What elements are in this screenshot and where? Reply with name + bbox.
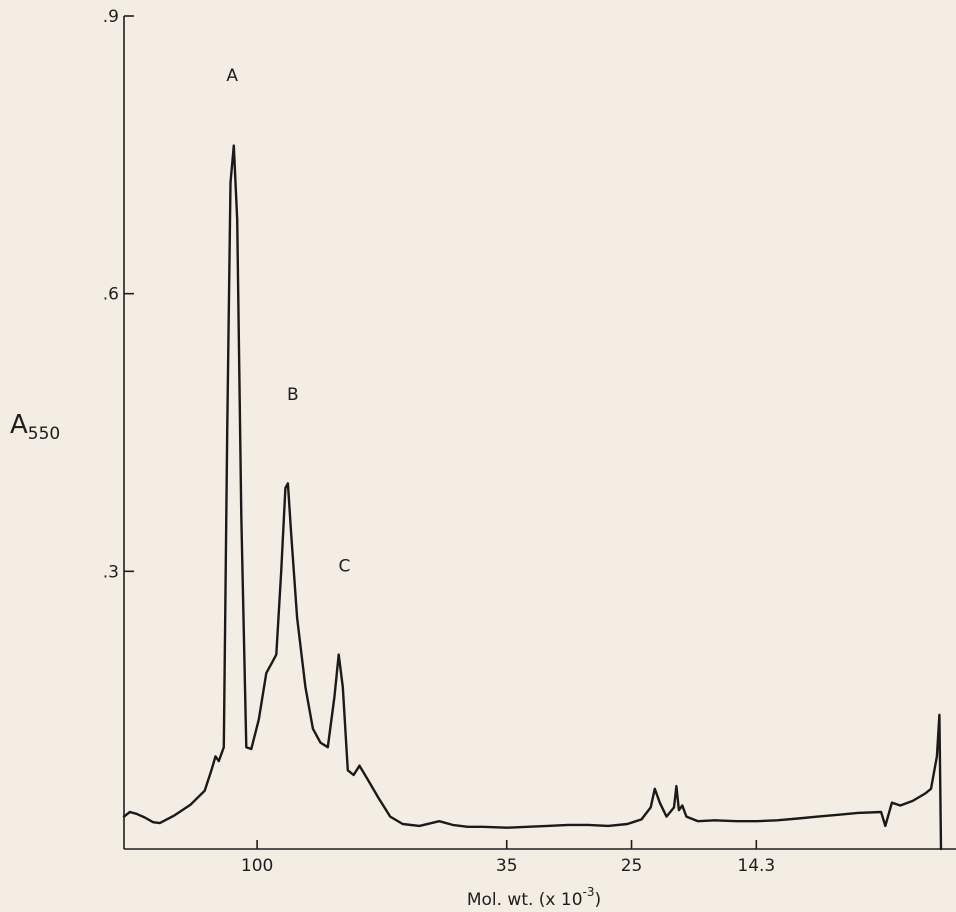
x-tick-label: 14.3 <box>737 856 775 876</box>
x-ticks: 100 35 25 14.3 <box>241 840 775 876</box>
x-axis: 100 35 25 14.3 <box>124 840 956 876</box>
x-axis-label-suffix: ) <box>595 890 602 910</box>
x-tick-label: 35 <box>496 856 518 876</box>
peak-label-b: B <box>287 385 299 405</box>
y-axis-label: A550 <box>10 410 60 444</box>
x-tick-label: 100 <box>241 856 273 876</box>
x-tick-label: 25 <box>621 856 643 876</box>
x-axis-label: Mol. wt. (x 10-3) <box>467 885 601 910</box>
peak-label-c: C <box>339 556 351 576</box>
peak-labels: A B C <box>226 66 350 577</box>
y-axis-label-subscript: 550 <box>28 424 60 444</box>
x-axis-label-base: Mol. wt. (x 10 <box>467 890 583 910</box>
y-tick-label: .3 <box>103 562 119 582</box>
y-tick-label: .9 <box>103 7 119 27</box>
y-axis-label-base: A <box>10 410 28 440</box>
peak-label-a: A <box>226 66 238 86</box>
y-ticks: .3 .6 .9 <box>103 7 134 582</box>
y-axis: .3 .6 .9 <box>103 7 134 849</box>
x-axis-label-superscript: -3 <box>583 885 595 899</box>
y-tick-label: .6 <box>103 285 119 305</box>
absorbance-trace <box>122 144 943 851</box>
